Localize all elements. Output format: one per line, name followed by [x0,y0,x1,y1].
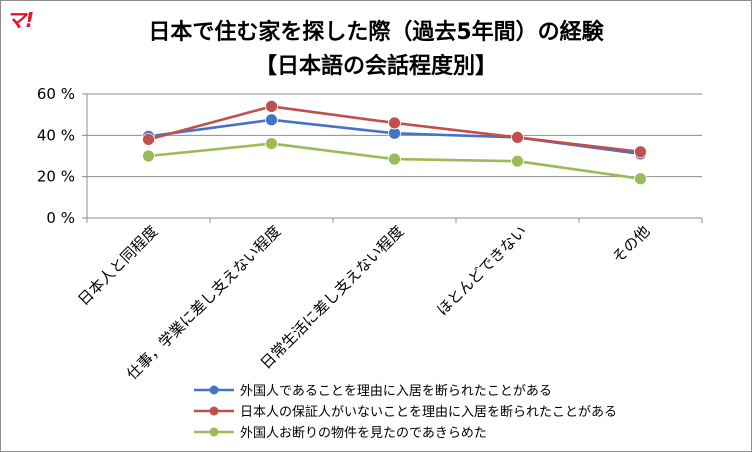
x-category-label: 日常生活に差し支えない程度 [257,222,408,373]
x-category-label: その他 [609,222,654,267]
series-2-point [388,116,401,130]
series-3-point [265,137,278,151]
series-3-point [142,149,155,163]
y-tick-label: 40 % [37,126,75,144]
x-category-label: ほとんどできない [433,222,530,319]
legend-entry-2: 日本人の保証人がいないことを理由に入居を断られたことがある [192,400,617,421]
series-1-point [265,113,278,127]
legend-label-1: 外国人であることを理由に入居を断られたことがある [240,384,552,399]
legend-label-2: 日本人の保証人がいないことを理由に入居を断られたことがある [240,405,618,420]
legend-entry-1: 外国人であることを理由に入居を断られたことがある [192,379,617,400]
legend-label-3: 外国人お断りの物件を見たのであきらめた [240,426,487,441]
series-3-point [388,152,401,166]
chart-title-line1: 日本で住む家を探した際（過去5年間）の経験 [148,20,604,45]
legend-swatch-2 [194,406,234,415]
chart-legend: 外国人であることを理由に入居を断られたことがある 日本人の保証人がいないことを理… [192,379,617,442]
series-3-point [511,154,524,168]
site-logo: マ! [6,8,34,32]
y-tick-label: 0 % [46,209,75,227]
chart-title-line2: 【日本語の会話程度別】 [254,54,497,79]
legend-swatch-3 [194,427,234,436]
series-2-point [511,130,524,144]
legend-entry-3: 外国人お断りの物件を見たのであきらめた [192,421,617,442]
series-3-point [634,172,647,186]
y-tick-label: 60 % [37,85,75,103]
legend-swatch-1 [194,385,234,394]
series-2-point [265,100,278,113]
y-tick-label: 20 % [37,168,75,186]
series-2-point [142,133,155,146]
series-2-point [634,145,647,159]
x-category-label: 日本人と同程度 [74,222,161,309]
